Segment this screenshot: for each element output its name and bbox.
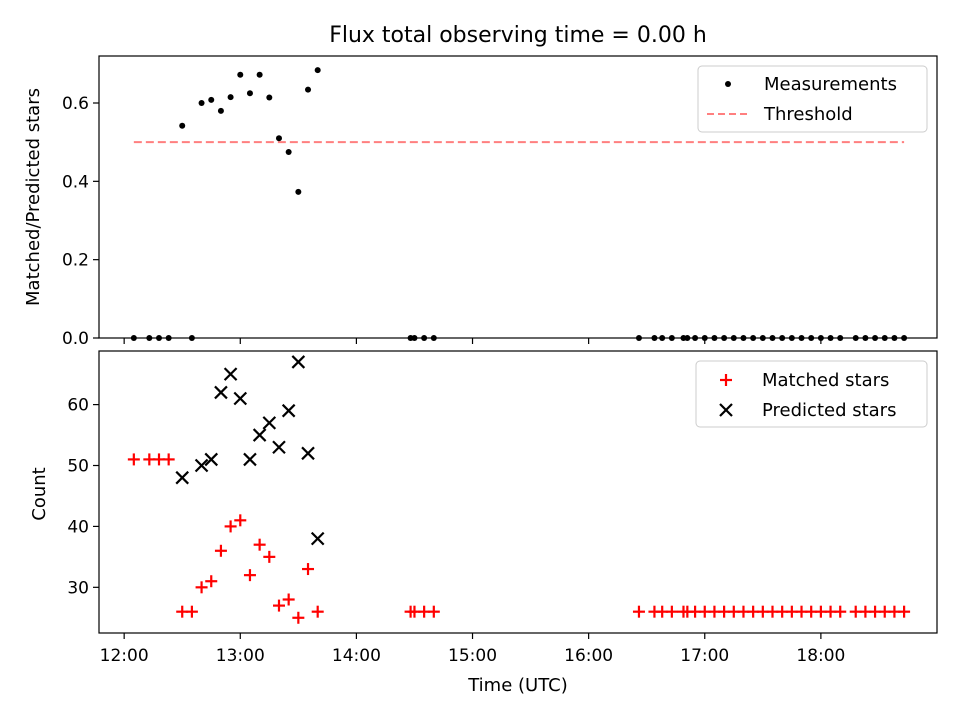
measurement-point [237, 71, 244, 78]
top-ytick-label: 0.0 [62, 329, 89, 349]
measurement-point [295, 188, 302, 195]
legend-predicted-marker [719, 403, 733, 417]
measurement-point [179, 122, 186, 129]
matched-star-point [263, 550, 276, 563]
bottom-axes-frame [98, 350, 938, 634]
matched-star-point [234, 514, 247, 527]
measurement-point [266, 94, 273, 101]
legend-threshold-label: Threshold [763, 104, 853, 125]
matched-star-point [224, 520, 237, 533]
top-ytick-label: 0.2 [62, 251, 89, 271]
predicted-star-point [243, 452, 257, 467]
matched-star-point [185, 605, 198, 618]
top-legend-box [697, 65, 928, 133]
predicted-star-point [262, 416, 277, 430]
matched-star-point [302, 563, 315, 576]
matched-star-point [272, 599, 285, 612]
predicted-star-point [214, 385, 228, 400]
bottom-xtick-label: 15:00 [448, 646, 497, 666]
top-ytick-label: 0.4 [62, 172, 89, 192]
bottom-legend: Matched stars Predicted stars [695, 360, 928, 428]
top-legend: Measurements Threshold [697, 65, 928, 133]
predicted-star-point [223, 367, 238, 381]
bottom-ytick-label: 40 [67, 517, 89, 537]
top-ylabel: Matched/Predicted stars [23, 88, 44, 306]
legend-measurements-label: Measurements [764, 74, 897, 95]
predicted-star-point [291, 355, 306, 369]
bottom-xtick-label: 12:00 [100, 646, 149, 666]
measurement-point [256, 71, 263, 78]
measurement-point [217, 107, 224, 114]
matched-star-point [253, 538, 266, 551]
measurement-point [285, 148, 292, 155]
bottom-xtick-label: 16:00 [564, 646, 613, 666]
bottom-ylabel: Count [29, 467, 50, 520]
bottom-panel: Count Time (UTC) 30 40 50 60 12:00 13:00 14:0… [29, 350, 938, 696]
bottom-xtick-label: 14:00 [332, 646, 381, 666]
bottom-xtick-label: 17:00 [680, 646, 729, 666]
bottom-legend-box [695, 360, 928, 428]
measurement-point [246, 90, 253, 97]
measurement-point [275, 135, 282, 142]
matched-star-point [282, 593, 295, 606]
matched-star-point [214, 544, 227, 557]
legend-measurements-marker [725, 81, 731, 87]
bottom-ytick-label: 30 [67, 578, 89, 598]
matched-star-point [195, 581, 208, 594]
measurement-point [198, 100, 205, 106]
matched-star-point [243, 569, 256, 582]
top-ytick-label: 0.6 [62, 94, 89, 114]
bottom-xtick-label: 13:00 [216, 646, 265, 666]
top-axes-frame [98, 55, 938, 339]
legend-predicted-label: Predicted stars [762, 400, 896, 421]
matched-star-point [292, 611, 305, 624]
matched-star-point [205, 575, 218, 588]
predicted-star-point [175, 470, 189, 485]
predicted-star-point [233, 391, 248, 406]
predicted-star-point [194, 458, 209, 473]
bottom-plot-area [127, 355, 911, 624]
bottom-ytick-label: 60 [67, 396, 89, 416]
matched-star-point [311, 605, 324, 618]
measurement-point [314, 67, 321, 74]
legend-matched-marker [720, 374, 732, 386]
measurement-point [305, 86, 312, 93]
legend-matched-label: Matched stars [762, 370, 889, 391]
bottom-x-ticks: 12:00 13:00 14:00 15:00 16:00 17:00 18:00 [100, 633, 845, 666]
bottom-xtick-label: 18:00 [796, 646, 845, 666]
predicted-star-point [252, 428, 267, 442]
matched-star-point [834, 605, 847, 618]
predicted-star-point [272, 440, 286, 455]
bottom-xlabel: Time (UTC) [467, 675, 568, 696]
top-x-ticks [123, 338, 822, 344]
predicted-star-point [204, 452, 219, 467]
predicted-star-point [301, 446, 315, 461]
matched-star-point [665, 605, 678, 618]
bottom-y-ticks: 30 40 50 60 [67, 396, 99, 598]
predicted-star-point [310, 531, 325, 546]
top-y-ticks: 0.0 0.2 0.4 0.6 [62, 94, 99, 349]
measurement-point [227, 94, 234, 101]
figure-title: Flux total observing time = 0.00 h [329, 23, 707, 48]
bottom-ytick-label: 50 [67, 457, 89, 477]
measurement-point [208, 96, 215, 103]
matched-star-point [898, 605, 911, 618]
predicted-star-point [281, 403, 296, 418]
matched-star-point [632, 605, 645, 618]
matched-star-point [427, 605, 440, 618]
matched-star-point [127, 453, 140, 466]
matched-star-point [162, 453, 175, 466]
top-panel: Matched/Predicted stars 0.0 0.2 0.4 0.6 Mea… [23, 55, 938, 349]
